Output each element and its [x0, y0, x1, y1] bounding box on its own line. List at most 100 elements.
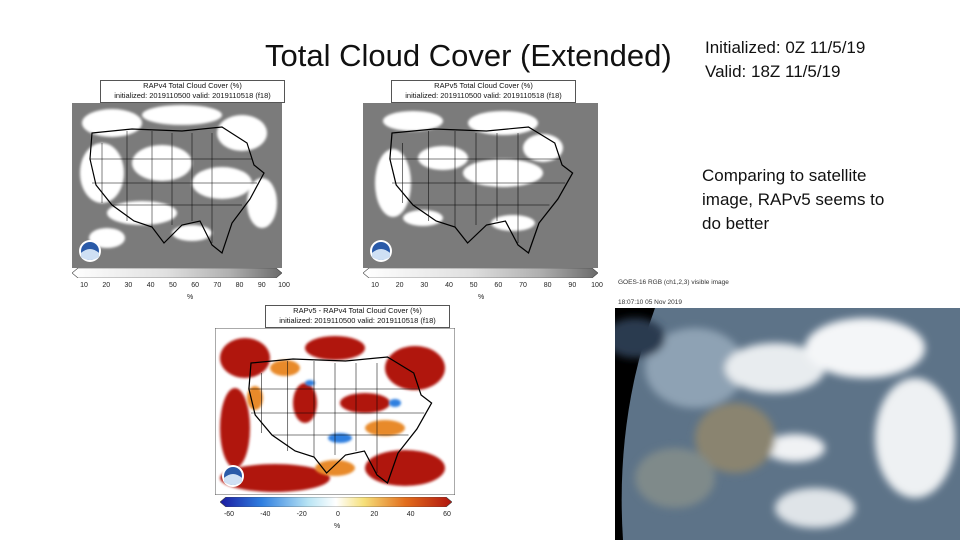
- ellipse-shape: [389, 399, 401, 407]
- colorbar-tick-label: 0: [336, 511, 340, 518]
- ellipse-shape: [142, 105, 222, 125]
- colorbar-tick-label: 60: [443, 511, 451, 518]
- ellipse-shape: [107, 201, 177, 225]
- colorbar-tick-label: 10: [371, 282, 379, 289]
- colorbar-tick-label: 40: [146, 282, 155, 289]
- colorbar-tick-label: 70: [519, 282, 527, 289]
- g-shape: [305, 380, 401, 443]
- use-shape: [370, 240, 392, 262]
- colorbar-tick-label: -20: [296, 511, 307, 518]
- polygon-shape: [220, 497, 452, 507]
- ellipse-shape: [765, 434, 825, 462]
- ellipse-shape: [615, 318, 665, 358]
- ellipse-shape: [340, 393, 390, 413]
- satellite-image: [615, 308, 960, 540]
- ellipse-shape: [468, 111, 538, 135]
- colorbar-tick-label: 100: [591, 282, 603, 289]
- satellite-header: GOES-16 RGB (ch1,2,3) visible image 18:0…: [618, 273, 729, 313]
- colorbar: [72, 268, 282, 278]
- colorbar-tick-label: 60: [494, 282, 503, 289]
- comment: Comparing to satellite image, RAPv5 seem…: [702, 166, 885, 233]
- panel-title-box: RAPv4 Total Cloud Cover (%) initialized:…: [100, 80, 285, 103]
- colorbar-tick-label: 80: [235, 282, 244, 289]
- ellipse-shape: [403, 210, 443, 226]
- panel-title: RAPv5 Total Cloud Cover (%): [434, 81, 533, 90]
- ellipse-shape: [775, 488, 855, 528]
- colorbar: [220, 497, 452, 507]
- ellipse-shape: [220, 338, 270, 378]
- colorbar-ticks: 10 20 30 40 50 60 70 80 90 100: [80, 282, 290, 292]
- map: [72, 103, 282, 268]
- ellipse-shape: [875, 378, 955, 498]
- colorbar-ticks: -60 -40 -20 0 20 40 60: [224, 511, 451, 521]
- ellipse-shape: [220, 388, 250, 468]
- colorbar-tick-label: 50: [168, 282, 177, 289]
- colorbar-tick-label: 90: [568, 282, 577, 289]
- colorbar-tick-label: 100: [278, 282, 290, 289]
- ellipse-shape: [725, 343, 825, 393]
- ellipse-shape: [645, 328, 745, 408]
- ellipse-shape: [383, 111, 443, 131]
- ellipse-shape: [172, 225, 212, 241]
- colorbar-tick-label: 40: [445, 282, 453, 289]
- colorbar-unit: %: [334, 523, 341, 530]
- valid-time: Valid: 18Z 11/5/19: [705, 62, 841, 81]
- ellipse-shape: [805, 318, 925, 378]
- colorbar-tick-label: 20: [370, 511, 379, 518]
- colorbar-unit: %: [187, 294, 194, 301]
- colorbar-tick-label: 70: [213, 282, 222, 289]
- ellipse-shape: [365, 450, 445, 486]
- colorbar-tick-label: 50: [469, 282, 478, 289]
- panel-subtitle: initialized: 2019110500 valid: 201911051…: [405, 91, 562, 100]
- ellipse-shape: [305, 380, 315, 386]
- use-shape: [79, 240, 101, 262]
- colorbar-unit: %: [478, 294, 485, 301]
- ellipse-shape: [247, 178, 277, 228]
- init-time: Initialized: 0Z 11/5/19: [705, 38, 866, 57]
- ellipse-shape: [385, 346, 445, 390]
- colorbar-tick-label: 30: [124, 282, 133, 289]
- colorbar-ticks: 10 20 30 40 50 60 70 80 90 100: [371, 282, 603, 292]
- ellipse-shape: [695, 403, 775, 473]
- colorbar-tick-label: 80: [543, 282, 552, 289]
- ellipse-shape: [315, 460, 355, 476]
- polygon-shape: [72, 268, 282, 278]
- ellipse-shape: [328, 433, 352, 443]
- colorbar: [363, 268, 598, 278]
- ellipse-shape: [132, 145, 192, 181]
- ellipse-shape: [217, 115, 267, 151]
- colorbar-tick-label: 40: [406, 511, 415, 518]
- panel-title-box: RAPv5 Total Cloud Cover (%) initialized:…: [391, 80, 576, 103]
- map: [215, 328, 455, 495]
- colorbar-tick-label: 20: [102, 282, 111, 289]
- ellipse-shape: [305, 336, 365, 360]
- g-shape: [220, 336, 445, 492]
- colorbar-tick-label: -40: [260, 511, 271, 518]
- g-shape: [375, 111, 563, 231]
- panel-subtitle: initialized: 2019110500 valid: 201911051…: [279, 316, 436, 325]
- ellipse-shape: [82, 109, 142, 137]
- ellipse-shape: [89, 228, 125, 248]
- panel-title: RAPv4 Total Cloud Cover (%): [143, 81, 242, 90]
- polygon-shape: [363, 268, 598, 278]
- g-shape: [247, 360, 405, 476]
- panel-subtitle: initialized: 2019110500 valid: 201911051…: [114, 91, 271, 100]
- g-shape: [615, 318, 955, 528]
- ellipse-shape: [418, 146, 468, 170]
- map: [363, 103, 598, 268]
- ellipse-shape: [220, 464, 330, 492]
- colorbar-tick-label: 10: [80, 282, 88, 289]
- satellite-title: GOES-16 RGB (ch1,2,3) visible image: [618, 279, 729, 286]
- ellipse-shape: [365, 420, 405, 436]
- satellite-timestamp: 18:07:10 05 Nov 2019: [618, 299, 682, 306]
- ellipse-shape: [635, 448, 715, 508]
- ellipse-shape: [491, 215, 535, 231]
- ellipse-shape: [270, 360, 300, 376]
- slide-title: Total Cloud Cover (Extended): [265, 38, 672, 73]
- panel-title: RAPv5 - RAPv4 Total Cloud Cover (%): [293, 306, 422, 315]
- panel-title-box: RAPv5 - RAPv4 Total Cloud Cover (%) init…: [265, 305, 450, 328]
- colorbar-tick-label: -60: [223, 511, 235, 518]
- colorbar-tick-label: 60: [191, 282, 200, 289]
- colorbar-tick-label: 20: [395, 282, 404, 289]
